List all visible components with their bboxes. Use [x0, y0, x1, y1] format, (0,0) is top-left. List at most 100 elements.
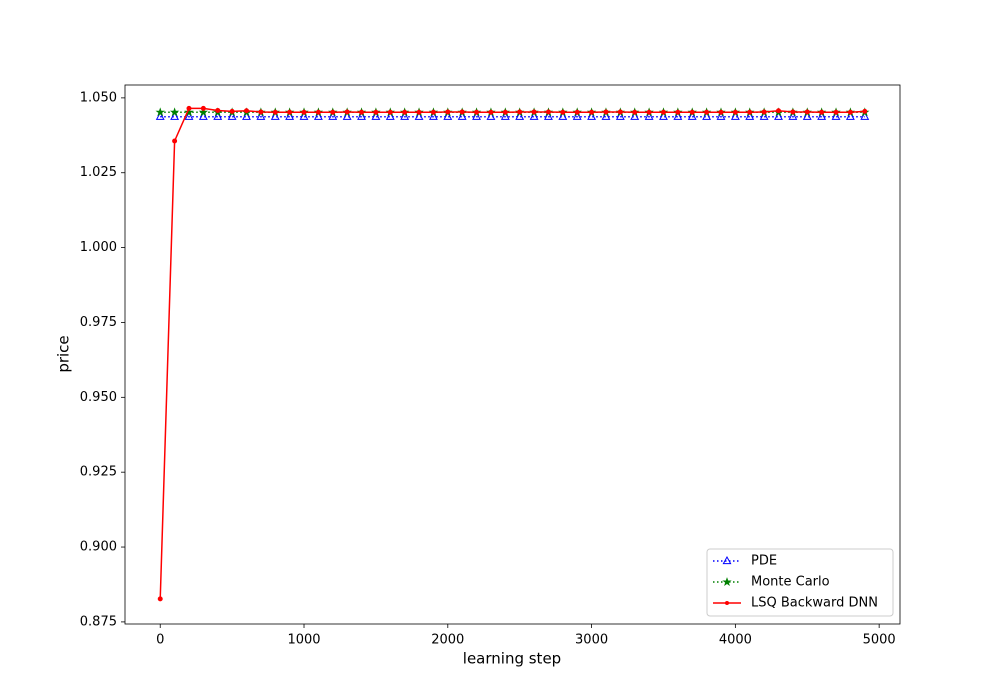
marker-dot — [560, 109, 566, 115]
marker-triangle — [558, 111, 568, 120]
y-tick-label: 1.025 — [80, 165, 117, 180]
marker-dot — [790, 109, 796, 115]
marker-triangle — [270, 111, 280, 120]
marker-dot — [430, 109, 436, 115]
marker-triangle — [342, 111, 352, 120]
marker-triangle — [184, 111, 194, 120]
y-tick-label: 0.900 — [80, 540, 117, 555]
marker-dot — [747, 109, 753, 115]
marker-triangle — [644, 111, 654, 120]
marker-triangle — [615, 111, 625, 120]
marker-dot — [157, 596, 163, 602]
legend-marker — [722, 555, 732, 565]
marker-dot — [646, 109, 652, 115]
marker-dot — [632, 109, 638, 115]
marker-triangle — [472, 111, 481, 120]
marker-dot — [862, 108, 868, 114]
marker-triangle — [414, 111, 424, 120]
marker-dot — [186, 105, 192, 111]
marker-dot — [272, 109, 278, 115]
marker-triangle — [256, 111, 266, 120]
marker-triangle — [716, 111, 726, 120]
marker-triangle — [328, 111, 338, 120]
marker-triangle — [170, 111, 180, 120]
marker-dot — [833, 109, 839, 115]
marker-triangle — [155, 111, 165, 120]
marker-star — [184, 107, 194, 117]
legend-label: LSQ Backward DNN — [751, 596, 878, 611]
marker-dot — [718, 109, 724, 115]
marker-dot — [589, 109, 595, 115]
marker-triangle — [285, 111, 295, 120]
marker-dot — [660, 109, 666, 115]
marker-dot — [847, 109, 853, 115]
marker-triangle — [371, 111, 381, 120]
marker-triangle — [544, 111, 553, 120]
marker-triangle — [385, 111, 395, 120]
marker-dot — [229, 108, 235, 114]
x-axis-label: learning step — [463, 650, 561, 668]
x-tick-label: 4000 — [719, 633, 752, 648]
legend-marker — [725, 601, 729, 605]
marker-dot — [287, 109, 293, 115]
y-tick-label: 0.950 — [80, 390, 117, 405]
marker-triangle — [759, 111, 769, 120]
legend-marker — [722, 577, 732, 586]
marker-dot — [474, 109, 480, 115]
marker-dot — [502, 109, 508, 115]
y-tick-label: 0.875 — [80, 614, 117, 629]
x-tick-label: 3000 — [575, 633, 608, 648]
marker-dot — [315, 109, 321, 115]
marker-triangle — [428, 111, 438, 120]
marker-triangle — [730, 111, 740, 120]
marker-triangle — [630, 111, 640, 120]
marker-dot — [172, 138, 178, 144]
marker-triangle — [457, 111, 467, 120]
marker-triangle — [702, 111, 712, 120]
marker-dot — [488, 109, 494, 115]
marker-star — [155, 107, 165, 117]
marker-triangle — [802, 111, 812, 120]
marker-triangle — [659, 111, 668, 120]
marker-dot — [545, 109, 551, 115]
legend-label: Monte Carlo — [751, 575, 830, 590]
marker-star — [198, 107, 209, 117]
y-tick-label: 1.050 — [80, 90, 117, 105]
marker-triangle — [860, 111, 870, 120]
marker-dot — [675, 109, 681, 115]
marker-dot — [804, 109, 810, 115]
marker-triangle — [515, 111, 525, 120]
y-tick-label: 0.925 — [80, 465, 117, 480]
marker-triangle — [400, 111, 410, 120]
marker-dot — [459, 109, 465, 115]
y-tick-label: 1.000 — [80, 240, 117, 255]
marker-dot — [517, 109, 523, 115]
marker-triangle — [687, 111, 697, 120]
marker-dot — [416, 109, 422, 115]
marker-dot — [215, 107, 221, 113]
marker-dot — [301, 109, 307, 115]
marker-triangle — [227, 111, 237, 120]
marker-triangle — [242, 111, 251, 120]
marker-triangle — [299, 111, 309, 120]
marker-triangle — [788, 111, 798, 120]
marker-dot — [243, 108, 249, 114]
marker-dot — [574, 109, 580, 115]
marker-triangle — [673, 111, 683, 120]
marker-dot — [344, 109, 350, 115]
marker-dot — [704, 109, 710, 115]
marker-dot — [387, 109, 393, 115]
marker-triangle — [357, 111, 366, 120]
marker-dot — [732, 109, 738, 115]
y-tick-label: 0.975 — [80, 315, 117, 330]
x-tick-label: 2000 — [431, 633, 464, 648]
marker-dot — [373, 109, 379, 115]
marker-triangle — [845, 111, 855, 120]
marker-triangle — [831, 111, 841, 120]
marker-triangle — [529, 111, 539, 120]
marker-triangle — [213, 111, 223, 120]
legend-box — [706, 548, 894, 617]
marker-dot — [819, 109, 825, 115]
marker-triangle — [198, 111, 208, 120]
